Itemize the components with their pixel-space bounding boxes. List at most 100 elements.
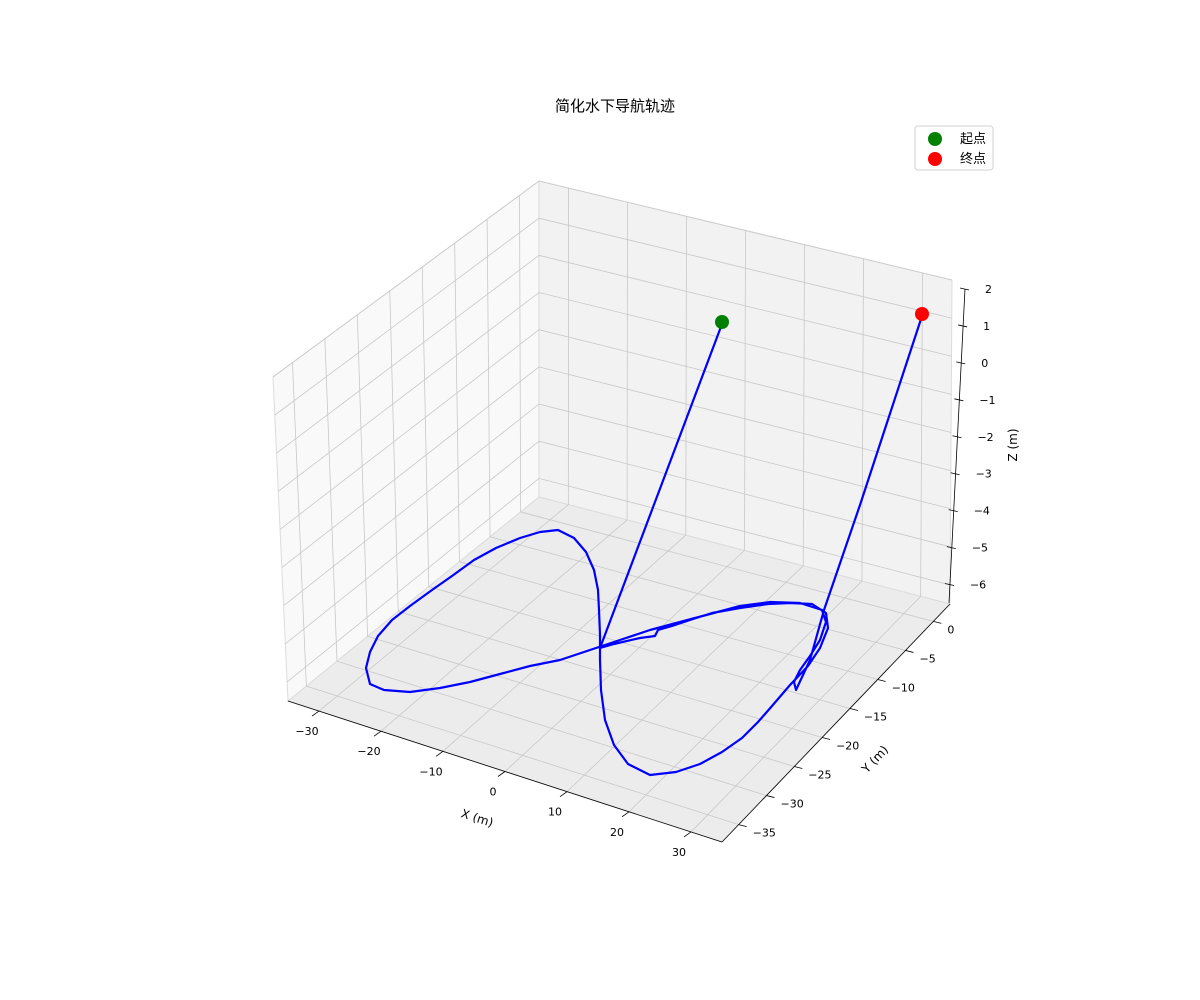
start-point-marker [715, 315, 729, 329]
y-grid-line-wall [389, 290, 399, 612]
x-tick-label: 30 [672, 846, 686, 859]
x-tick-label: −30 [295, 725, 318, 738]
y-tick-label: −30 [780, 798, 803, 811]
x-tick-label: 20 [610, 826, 624, 839]
z-grid-line [279, 329, 952, 530]
z-tick-mark [944, 583, 955, 586]
z-tick-label: 2 [985, 283, 992, 296]
z-axis-label: Z (m) [1006, 428, 1020, 461]
x-tick-mark [683, 831, 692, 838]
y-tick-mark [905, 650, 914, 653]
chart-title: 简化水下导航轨迹 [555, 97, 675, 115]
x-tick-label: 10 [548, 806, 562, 819]
y-axis-label: Y (m) [858, 743, 891, 777]
z-axis-line [948, 288, 966, 604]
x-tick-mark [311, 710, 320, 717]
z-tick-mark [950, 472, 960, 476]
legend: 起点 终点 [914, 125, 994, 171]
z-tick-mark [948, 509, 958, 513]
y-ticks: 0 −5 −10 −15 −20 −25 −30 −35 [738, 621, 954, 840]
z-tick-mark [959, 287, 970, 291]
y-tick-mark [849, 708, 858, 711]
x-tick-mark [373, 730, 382, 737]
y-tick-mark [738, 824, 747, 827]
x-tick-label: 0 [490, 786, 497, 799]
x-grid-line-back [685, 216, 687, 536]
z-grid-line [285, 440, 951, 645]
y-grid-line [306, 685, 739, 825]
x-grid-line [318, 504, 569, 712]
end-point-marker [915, 307, 929, 321]
z-tick-mark [956, 361, 966, 365]
z-tick-label: −5 [972, 542, 988, 555]
y-grid-line-wall [486, 219, 491, 537]
grid-lines [272, 180, 953, 833]
y-grid-line [520, 511, 934, 622]
y-tick-label: −20 [836, 740, 859, 753]
x-grid-line-back [802, 244, 805, 566]
y-tick-label: −25 [808, 769, 831, 782]
x-tick-label: −20 [357, 745, 380, 758]
z-tick-mark [946, 546, 956, 549]
z-tick-label: −2 [977, 431, 993, 444]
x-tick-label: −10 [419, 765, 442, 778]
y-grid-line-wall [454, 243, 460, 562]
z-tick-label: 1 [983, 320, 990, 333]
y-grid-line [367, 635, 795, 767]
y-grid-line [428, 586, 851, 709]
y-tick-mark [794, 766, 803, 769]
x-tick-mark [435, 751, 444, 757]
z-tick-label: −3 [976, 468, 992, 481]
x-grid-line-back [920, 272, 923, 597]
y-tick-mark [822, 737, 831, 740]
x-tick-mark [621, 811, 630, 818]
y-grid-line-wall [519, 195, 522, 512]
z-tick-mark [958, 324, 968, 328]
y-tick-label: −5 [920, 652, 936, 665]
z-tick-mark [954, 398, 964, 402]
z-tick-label: −6 [970, 579, 986, 592]
z-tick-label: −4 [974, 505, 990, 518]
legend-end-label: 终点 [960, 151, 986, 167]
y-grid-line [489, 536, 906, 651]
z-grid-line [274, 217, 952, 416]
y-grid-line-wall [356, 314, 368, 637]
y-grid-line-wall [324, 338, 338, 662]
y-grid-line-wall [421, 267, 430, 587]
x-grid-line-back [744, 230, 746, 551]
y-grid-line-wall [292, 362, 307, 687]
z-grid-line [286, 477, 951, 683]
x-grid-line [690, 596, 921, 833]
y-grid-line [336, 660, 767, 796]
x-grid-line [504, 550, 745, 772]
trajectory-line [364, 314, 924, 777]
x-grid-line [442, 534, 687, 752]
y-grid-line [398, 611, 823, 738]
legend-start-label: 起点 [960, 132, 986, 147]
y-tick-label: −15 [864, 710, 887, 723]
z-ticks: 2 1 0 −1 −2 −3 −4 −5 −6 [944, 283, 996, 592]
y-axis-line [721, 603, 951, 843]
x-ticks: −30 −20 −10 0 10 20 30 [295, 710, 692, 859]
x-grid-line [380, 519, 628, 732]
y-tick-label: −35 [753, 827, 776, 840]
x-grid-line-back [861, 258, 864, 582]
z-grid-line [278, 292, 952, 492]
z-grid-line [283, 403, 951, 607]
y-tick-label: −10 [892, 681, 915, 694]
y-tick-mark [877, 679, 886, 682]
z-grid-line [272, 180, 953, 378]
z-tick-label: 0 [981, 357, 988, 370]
z-tick-label: −1 [979, 394, 995, 407]
z-grid-line [276, 254, 952, 454]
legend-end-swatch [928, 152, 942, 166]
y-tick-mark [766, 795, 775, 798]
x-tick-mark [497, 771, 506, 777]
x-tick-mark [559, 791, 568, 797]
y-tick-label: 0 [947, 623, 954, 636]
z-grid-line [281, 366, 951, 568]
z-tick-mark [952, 435, 962, 439]
legend-start-swatch [928, 132, 942, 146]
x-axis-label: X (m) [459, 806, 495, 830]
